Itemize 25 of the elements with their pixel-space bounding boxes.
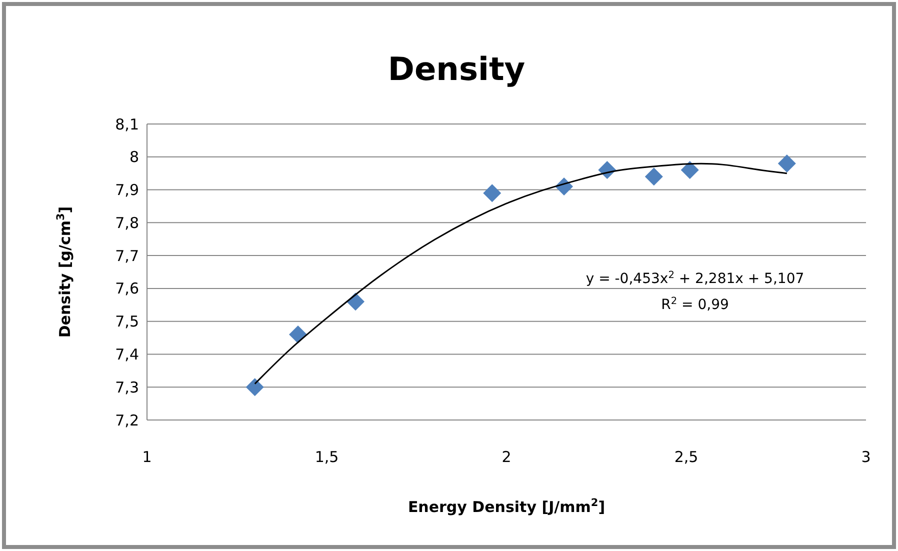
point <box>778 154 796 172</box>
y-tick-label: 7,5 <box>115 312 139 331</box>
y-tick-label: 7,2 <box>115 411 139 430</box>
y-tick-label: 8,1 <box>115 115 139 134</box>
y-tick-label: 8 <box>129 148 139 166</box>
x-tick-label: 1,5 <box>314 448 339 466</box>
x-tick-label: 2,5 <box>674 448 698 466</box>
annotation: R$^{2}$ = 0,99 <box>661 296 729 313</box>
y-tick-label: 7,4 <box>115 345 139 364</box>
y-tick-label: 7,3 <box>115 378 139 396</box>
annotation: y = -0,453x$^{2}$ + 2,281x + 5,107 <box>586 270 804 287</box>
y-tick-label: 7,6 <box>115 280 139 298</box>
y-tick-label: 7,9 <box>115 181 139 200</box>
point <box>288 325 307 344</box>
x-tick-label: 2 <box>502 448 512 466</box>
y-tick-label: 7,8 <box>115 214 139 232</box>
point <box>644 168 663 186</box>
point <box>246 378 264 396</box>
point <box>483 184 502 202</box>
point <box>680 161 699 180</box>
chart-title: Density <box>388 50 526 88</box>
x-tick-label: 3 <box>861 448 871 466</box>
x-tick-label: 1 <box>142 448 152 466</box>
x-axis-title: Energy Density [J/mm$^{2}$] <box>408 497 606 516</box>
y-tick-label: 7,7 <box>115 246 139 265</box>
